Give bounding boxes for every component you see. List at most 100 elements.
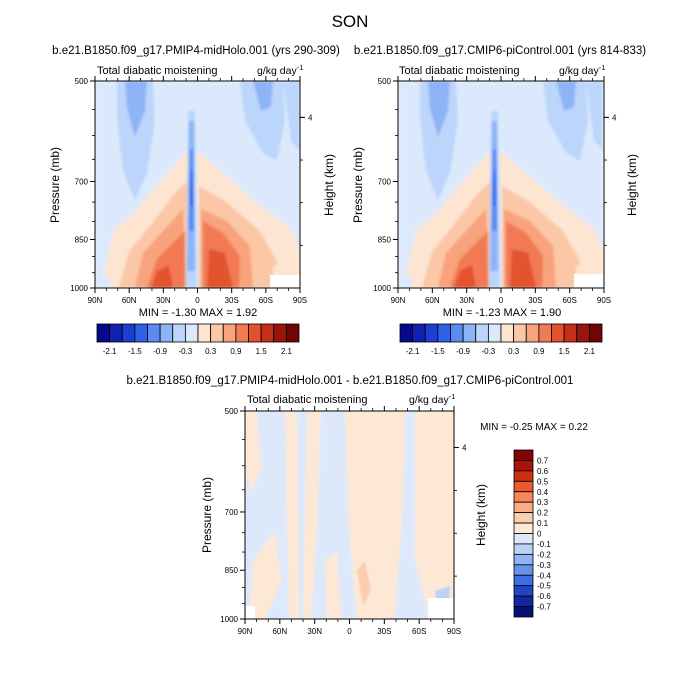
- y-ticks-left: 500 700 850 1000 4: [70, 77, 313, 293]
- x-ticks-diff: 90N 60N 30N 0 30S 60S 90S: [238, 406, 461, 636]
- units-diff: g/kg day-1: [409, 392, 455, 406]
- y-tick-label: 500: [75, 77, 89, 86]
- y-ticks-diff: 500 700 850 1000 4: [220, 407, 467, 624]
- x-tick-label: 0: [499, 296, 504, 305]
- colorbar-tick-label: -0.7: [537, 603, 551, 612]
- y-axis-label-diff: Pressure (mb): [200, 477, 214, 553]
- colorbar-box: [109, 323, 123, 343]
- colorbar-diff: 0.7 0.60.5 0.40.3 0.20.1 0-0.1-0.2 -0.3-0.4 -0…: [513, 449, 551, 618]
- y-tick-label: 850: [75, 235, 89, 244]
- x-tick-label: 90S: [597, 296, 611, 305]
- colorbar-box: [500, 323, 515, 343]
- x-tick-label: 60N: [272, 627, 287, 636]
- plot-area-right: [398, 81, 604, 288]
- x-tick-label: 30S: [377, 627, 391, 636]
- colorbar-box: [513, 543, 534, 555]
- x-tick-label: 0: [195, 296, 200, 305]
- colorbar-tick-label: 0.9: [230, 347, 242, 356]
- colorbar-box: [462, 323, 477, 343]
- colorbar-box: [285, 323, 300, 343]
- plot-area-left: [95, 81, 300, 288]
- x-tick-label: 60N: [425, 296, 440, 305]
- colorbar-tick-label: -0.3: [537, 561, 551, 570]
- x-tick-label: 90S: [447, 627, 461, 636]
- y2-tick-label: 4: [612, 113, 617, 122]
- colorbar-box: [96, 323, 111, 343]
- y2-tick-label: 4: [462, 444, 467, 453]
- colorbar-tick-label: -2.1: [103, 347, 117, 356]
- colorbar-box: [513, 480, 534, 493]
- units-base-right: g/kg day: [559, 65, 599, 77]
- colorbar-box: [576, 323, 590, 343]
- colorbar-tick-label: 0.3: [205, 347, 217, 356]
- colorbar-tick-label: -0.1: [537, 540, 551, 549]
- panel-left: Total diabatic moistening g/kg day-1 Pre…: [48, 63, 336, 356]
- panel-difference: b.e21.B1850.f09_g17.PMIP4-midHolo.001 - …: [127, 375, 589, 636]
- colorbar-tick-label: 0.6: [537, 467, 549, 476]
- colorbar-box: [513, 449, 534, 461]
- colorbar-box: [475, 323, 489, 343]
- colorbar-box: [551, 323, 565, 343]
- x-tick-label: 60S: [412, 627, 426, 636]
- colorbar-tick-label: 0.3: [537, 498, 549, 507]
- colorbar-left: -2.1 -1.5 -0.9 -0.3 0.3 0.9 1.5 2.1: [96, 323, 300, 356]
- colorbar-tick-label: -0.6: [537, 592, 551, 601]
- colorbar-box: [437, 323, 451, 343]
- colorbar-box: [563, 323, 578, 343]
- colorbar-box: [513, 512, 534, 524]
- colorbar-box: [210, 323, 224, 343]
- colorbar-box: [513, 501, 534, 514]
- colorbar-box: [513, 564, 534, 576]
- y-axis-label-right: Pressure (mb): [351, 147, 365, 223]
- colorbar-tick-label: 0.5: [537, 477, 549, 486]
- y-tick-label: 500: [378, 77, 392, 86]
- y2-tick-label: 4: [308, 113, 313, 122]
- colorbar-box: [134, 323, 148, 343]
- stats-right: MIN = -1.23 MAX = 1.90: [443, 307, 562, 319]
- panel-right-title: b.e21.B1850.f09_g17.CMIP6-piControl.001 …: [354, 45, 646, 57]
- colorbar-tick-label: -0.4: [537, 571, 551, 580]
- units-left: g/kg day-1: [257, 63, 303, 77]
- x-tick-label: 60S: [563, 296, 577, 305]
- x-tick-label: 90N: [391, 296, 406, 305]
- colorbar-box: [412, 323, 426, 343]
- y-tick-label: 700: [378, 177, 392, 186]
- colorbar-box: [513, 574, 534, 587]
- colorbar-box: [513, 491, 534, 503]
- units-base-left: g/kg day: [257, 65, 297, 77]
- y-tick-label: 1000: [373, 284, 391, 293]
- colorbar-box: [525, 323, 540, 343]
- colorbar-box: [273, 323, 287, 343]
- colorbar-tick-label: 0: [537, 530, 542, 539]
- colorbar-box: [450, 323, 464, 343]
- colorbar-tick-label: 0.4: [537, 488, 549, 497]
- y2-axis-label-left: Height (km): [322, 154, 336, 216]
- colorbar-tick-label: 0.2: [537, 509, 549, 518]
- x-ticks-right: 90N 60N 30N 0 30S 60S 90S: [391, 76, 611, 305]
- colorbar-box: [147, 323, 161, 343]
- units-exp-diff: -1: [449, 392, 456, 401]
- colorbar-tick-label: -1.5: [431, 347, 445, 356]
- colorbar-tick-label: -0.2: [537, 550, 551, 559]
- colorbar-tick-label: 1.5: [256, 347, 268, 356]
- panel-left-title: b.e21.B1850.f09_g17.PMIP4-midHolo.001 (y…: [52, 45, 340, 57]
- units-right: g/kg day-1: [559, 63, 605, 77]
- figure-title: SON: [332, 12, 369, 31]
- colorbar-tick-label: 0.1: [537, 519, 549, 528]
- y-tick-label: 850: [378, 235, 392, 244]
- x-ticks-left: 90N 60N 30N 0 30S 60S 90S: [88, 76, 307, 305]
- x-tick-label: 60N: [122, 296, 137, 305]
- colorbar-box: [513, 460, 534, 472]
- colorbar-box: [248, 323, 262, 343]
- units-base-diff: g/kg day: [409, 394, 449, 406]
- y-tick-label: 1000: [220, 615, 238, 624]
- x-tick-label: 30S: [528, 296, 542, 305]
- colorbar-tick-label: -0.3: [481, 347, 495, 356]
- colorbar-box: [222, 323, 237, 343]
- colorbar-box: [513, 522, 534, 534]
- units-exp-right: -1: [599, 63, 606, 72]
- colorbar-tick-label: 0.7: [537, 456, 549, 465]
- y-tick-label: 500: [225, 407, 239, 416]
- colorbar-box: [513, 585, 534, 597]
- colorbar-tick-label: 2.1: [281, 347, 293, 356]
